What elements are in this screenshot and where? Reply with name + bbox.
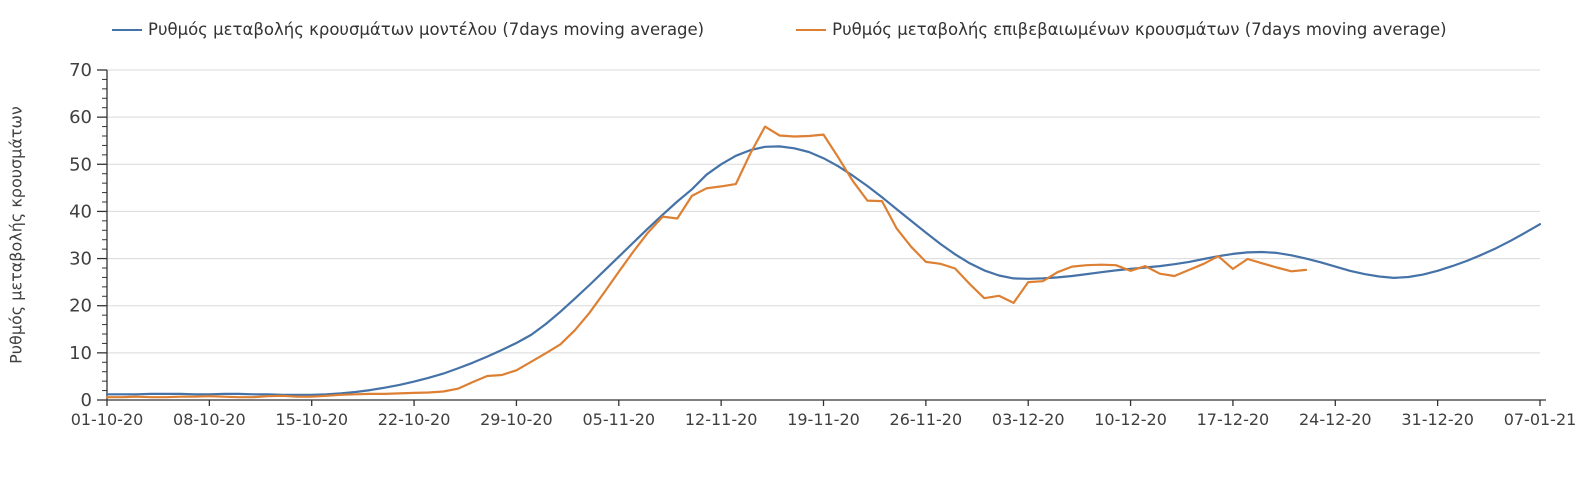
x-tick-label: 03-12-20: [992, 410, 1065, 429]
legend-label-confirmed: Ρυθμός μεταβολής επιβεβαιωμένων κρουσμάτ…: [832, 20, 1447, 39]
x-tick-label: 07-01-21: [1504, 410, 1577, 429]
x-tick-label: 15-10-20: [275, 410, 348, 429]
model-series-line: [105, 145, 1542, 396]
x-tick-label: 26-11-20: [890, 410, 963, 429]
legend-item-model: Ρυθμός μεταβολής κρουσμάτων μοντέλου (7d…: [112, 20, 704, 39]
y-tick-label: 50: [69, 154, 92, 175]
legend-line-swatch-model: [112, 28, 142, 31]
y-tick-label: 0: [81, 390, 92, 411]
y-tick-label: 60: [69, 107, 92, 128]
y-tick-label: 10: [69, 343, 92, 364]
x-tick-label: 22-10-20: [378, 410, 451, 429]
y-tick-label: 20: [69, 296, 92, 317]
x-tick-label: 19-11-20: [787, 410, 860, 429]
legend: Ρυθμός μεταβολής κρουσμάτων μοντέλου (7d…: [112, 20, 1447, 39]
x-tick-label: 31-12-20: [1401, 410, 1474, 429]
legend-label-model: Ρυθμός μεταβολής κρουσμάτων μοντέλου (7d…: [148, 20, 705, 39]
y-tick-label: 30: [69, 249, 92, 270]
y-tick-label: 40: [69, 201, 92, 222]
y-tick-label: 70: [69, 60, 92, 81]
x-tick-label: 24-12-20: [1299, 410, 1372, 429]
confirmed-series-line: [105, 125, 1308, 399]
x-tick-label: 17-12-20: [1197, 410, 1270, 429]
legend-item-confirmed: Ρυθμός μεταβολής επιβεβαιωμένων κρουσμάτ…: [796, 20, 1447, 39]
x-tick-label: 08-10-20: [173, 410, 246, 429]
x-tick-label: 01-10-20: [71, 410, 144, 429]
x-tick-label: 10-12-20: [1094, 410, 1167, 429]
x-tick-label: 29-10-20: [480, 410, 553, 429]
x-tick-label: 12-11-20: [685, 410, 758, 429]
legend-line-swatch-confirmed: [796, 28, 827, 31]
x-tick-label: 05-11-20: [582, 410, 655, 429]
